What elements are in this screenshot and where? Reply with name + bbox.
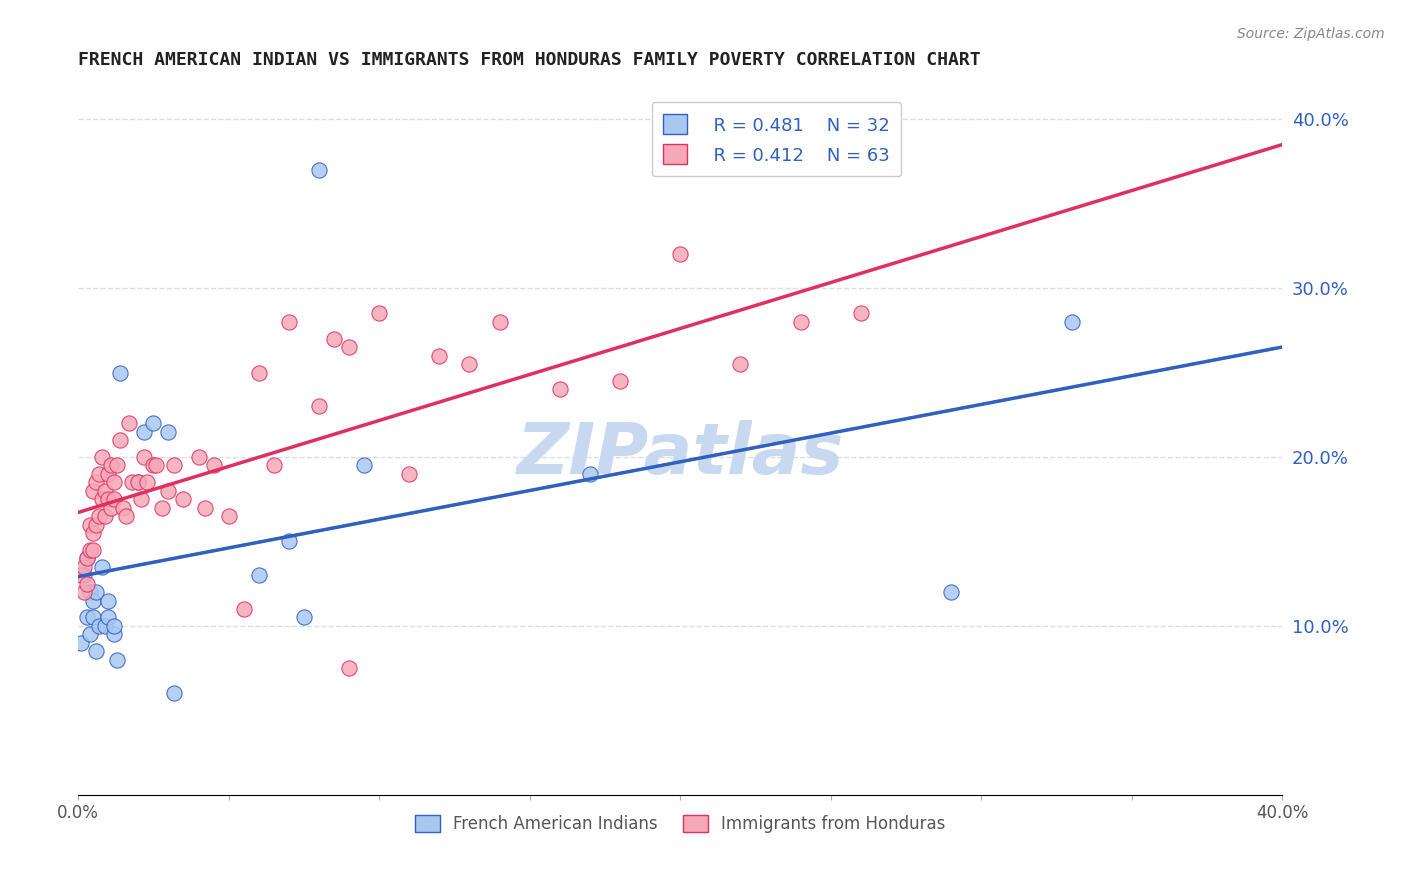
- Point: [94, 483, 117, 498]
- Point: [84, 475, 107, 490]
- Point: [82, 610, 104, 624]
- Point: [427, 349, 450, 363]
- Point: [97, 492, 120, 507]
- Point: [76, 551, 98, 566]
- Point: [97, 610, 120, 624]
- Point: [91, 559, 114, 574]
- Point: [134, 450, 156, 464]
- Point: [187, 450, 209, 464]
- Point: [353, 458, 375, 473]
- Point: [94, 619, 117, 633]
- Point: [112, 500, 135, 515]
- Point: [82, 593, 104, 607]
- Point: [157, 425, 180, 439]
- Point: [247, 366, 270, 380]
- Point: [79, 517, 101, 532]
- Point: [263, 458, 285, 473]
- Point: [152, 500, 174, 515]
- Point: [849, 306, 872, 320]
- Point: [136, 475, 159, 490]
- Point: [193, 500, 215, 515]
- Point: [323, 332, 346, 346]
- Point: [277, 315, 299, 329]
- Point: [163, 458, 186, 473]
- Point: [73, 568, 96, 582]
- Point: [76, 576, 98, 591]
- Point: [100, 458, 122, 473]
- Point: [103, 475, 125, 490]
- Point: [308, 163, 330, 178]
- Point: [82, 542, 104, 557]
- Point: [84, 517, 107, 532]
- Point: [548, 383, 571, 397]
- Point: [103, 627, 125, 641]
- Point: [398, 467, 420, 481]
- Point: [163, 686, 186, 700]
- Point: [89, 619, 111, 633]
- Point: [84, 644, 107, 658]
- Point: [337, 340, 360, 354]
- Point: [218, 509, 240, 524]
- Point: [94, 509, 117, 524]
- Point: [131, 492, 153, 507]
- Point: [118, 416, 141, 430]
- Point: [105, 652, 128, 666]
- Point: [134, 425, 156, 439]
- Point: [73, 585, 96, 599]
- Point: [73, 559, 96, 574]
- Point: [76, 551, 98, 566]
- Point: [277, 534, 299, 549]
- Point: [142, 458, 165, 473]
- Point: [730, 357, 752, 371]
- Point: [232, 602, 254, 616]
- Point: [145, 458, 167, 473]
- Point: [79, 542, 101, 557]
- Point: [110, 433, 132, 447]
- Point: [368, 306, 391, 320]
- Point: [79, 627, 101, 641]
- Point: [202, 458, 225, 473]
- Point: [172, 492, 194, 507]
- Point: [110, 366, 132, 380]
- Point: [70, 568, 93, 582]
- Point: [103, 619, 125, 633]
- Point: [308, 400, 330, 414]
- Point: [247, 568, 270, 582]
- Point: [82, 483, 104, 498]
- Point: [458, 357, 481, 371]
- Point: [89, 509, 111, 524]
- Point: [91, 492, 114, 507]
- Point: [105, 458, 128, 473]
- Point: [609, 374, 631, 388]
- Point: [103, 492, 125, 507]
- Point: [157, 483, 180, 498]
- Legend: French American Indians, Immigrants from Honduras: French American Indians, Immigrants from…: [405, 805, 956, 843]
- Point: [127, 475, 149, 490]
- Point: [70, 636, 93, 650]
- Point: [142, 416, 165, 430]
- Point: [82, 526, 104, 541]
- Point: [121, 475, 143, 490]
- Point: [79, 585, 101, 599]
- Point: [488, 315, 510, 329]
- Point: [97, 593, 120, 607]
- Text: ZIPatlas: ZIPatlas: [516, 420, 844, 489]
- Point: [789, 315, 811, 329]
- Point: [669, 247, 692, 261]
- Point: [89, 467, 111, 481]
- Point: [292, 610, 315, 624]
- Point: [337, 661, 360, 675]
- Point: [91, 450, 114, 464]
- Point: [84, 585, 107, 599]
- Point: [76, 610, 98, 624]
- Point: [127, 475, 149, 490]
- Point: [115, 509, 138, 524]
- Point: [97, 467, 120, 481]
- Point: [1060, 315, 1083, 329]
- Text: FRENCH AMERICAN INDIAN VS IMMIGRANTS FROM HONDURAS FAMILY POVERTY CORRELATION CH: FRENCH AMERICAN INDIAN VS IMMIGRANTS FRO…: [79, 51, 981, 69]
- Point: [579, 467, 602, 481]
- Point: [939, 585, 962, 599]
- Text: Source: ZipAtlas.com: Source: ZipAtlas.com: [1237, 27, 1385, 41]
- Point: [100, 500, 122, 515]
